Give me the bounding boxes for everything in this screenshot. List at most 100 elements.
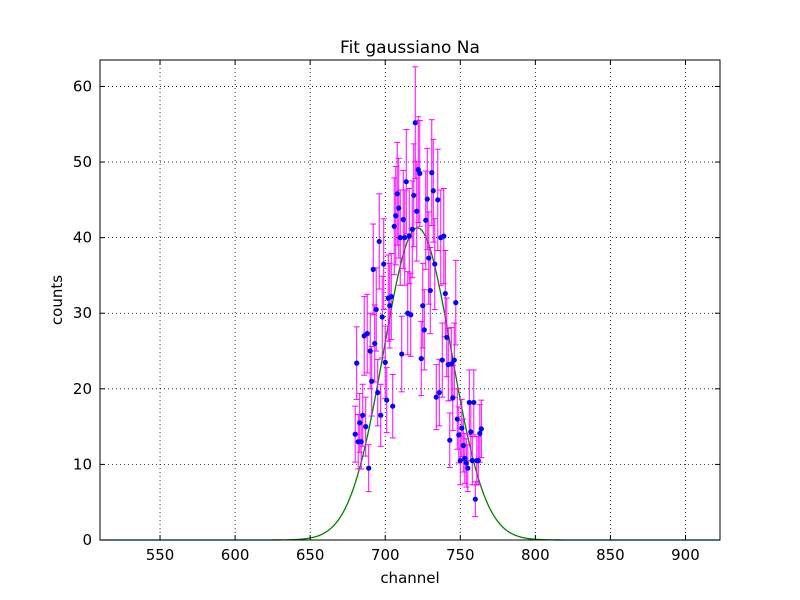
y-tick-label: 50 <box>73 153 92 171</box>
data-point <box>360 412 366 418</box>
data-point <box>393 213 399 219</box>
data-point <box>381 261 387 267</box>
plot-area-frame <box>99 59 721 541</box>
data-point <box>357 420 363 426</box>
data-point <box>429 170 435 176</box>
y-tick-label: 10 <box>73 455 92 473</box>
data-point <box>376 238 382 245</box>
data-point <box>436 389 442 396</box>
chart-title: Fit gaussiano Na <box>340 38 480 58</box>
data-point <box>453 300 459 306</box>
x-tick-label: 550 <box>146 546 175 564</box>
data-point <box>478 426 484 432</box>
data-point <box>406 233 412 239</box>
data-points-layer <box>352 120 484 502</box>
data-point <box>466 399 472 406</box>
y-tick-label: 60 <box>73 77 92 95</box>
x-tick-label: 700 <box>371 546 400 564</box>
data-point <box>373 306 379 313</box>
data-point <box>469 458 475 464</box>
x-tick-label: 850 <box>596 546 625 564</box>
data-point <box>430 188 436 194</box>
data-point <box>379 314 385 320</box>
data-point <box>369 378 375 384</box>
data-point <box>456 432 462 438</box>
x-tick-label: 900 <box>671 546 700 564</box>
x-tick-label: 650 <box>296 546 325 564</box>
y-tick-label: 30 <box>73 304 92 322</box>
data-point <box>457 458 463 464</box>
data-point <box>423 217 429 223</box>
data-point <box>477 430 483 437</box>
data-point <box>448 361 454 367</box>
data-point <box>417 170 423 176</box>
data-point <box>354 360 360 366</box>
data-point <box>475 458 481 464</box>
data-point <box>459 425 465 431</box>
data-point <box>412 120 418 126</box>
data-point <box>465 465 471 471</box>
data-point <box>471 399 477 406</box>
data-point <box>390 403 396 409</box>
data-point <box>427 287 433 294</box>
data-point <box>418 355 424 362</box>
data-point <box>397 235 403 241</box>
data-point <box>403 179 409 185</box>
data-point <box>367 348 373 354</box>
data-point <box>432 261 438 267</box>
data-point <box>382 359 388 365</box>
data-point <box>363 424 369 430</box>
data-point <box>388 293 394 300</box>
data-point <box>426 255 432 261</box>
data-point <box>364 331 370 337</box>
data-point <box>460 442 466 449</box>
grid-lines <box>100 60 720 540</box>
data-point <box>387 303 393 309</box>
data-point <box>454 416 460 422</box>
data-point <box>408 312 414 318</box>
data-point <box>447 437 453 443</box>
data-point <box>441 233 447 239</box>
x-tick-label: 600 <box>221 546 250 564</box>
y-tick-label: 40 <box>73 229 92 247</box>
data-point <box>468 429 474 435</box>
x-axis-label: channel <box>380 569 439 587</box>
data-point <box>462 455 468 461</box>
data-point <box>420 303 426 309</box>
data-point <box>435 197 441 203</box>
data-point <box>402 235 408 241</box>
data-point <box>463 460 469 466</box>
axis-ticks: 550 600 650 700 750 800 850 900 0 10 20 30 40 50 60 <box>73 60 720 564</box>
data-point <box>472 496 478 502</box>
data-point <box>370 266 376 272</box>
data-point <box>411 192 417 198</box>
data-point <box>421 327 427 333</box>
data-point <box>409 226 415 232</box>
data-point <box>394 191 400 197</box>
data-point <box>399 351 405 357</box>
x-tick-label: 750 <box>446 546 475 564</box>
data-point <box>442 290 448 297</box>
data-point <box>424 196 430 202</box>
data-point <box>375 389 381 396</box>
data-point <box>391 223 397 229</box>
data-point <box>378 412 384 418</box>
data-point <box>451 357 457 363</box>
data-point <box>414 208 420 214</box>
data-point <box>400 216 406 223</box>
data-point <box>444 334 450 341</box>
data-point <box>384 397 390 403</box>
data-point <box>352 431 358 437</box>
y-tick-label: 20 <box>73 380 92 398</box>
data-point <box>439 357 445 363</box>
data-point <box>433 394 439 400</box>
y-tick-label: 0 <box>82 531 92 549</box>
data-point <box>366 465 372 471</box>
data-point <box>372 340 378 347</box>
y-axis-label: counts <box>48 275 66 325</box>
x-tick-label: 800 <box>521 546 550 564</box>
data-point <box>358 439 364 445</box>
data-point <box>396 205 402 211</box>
